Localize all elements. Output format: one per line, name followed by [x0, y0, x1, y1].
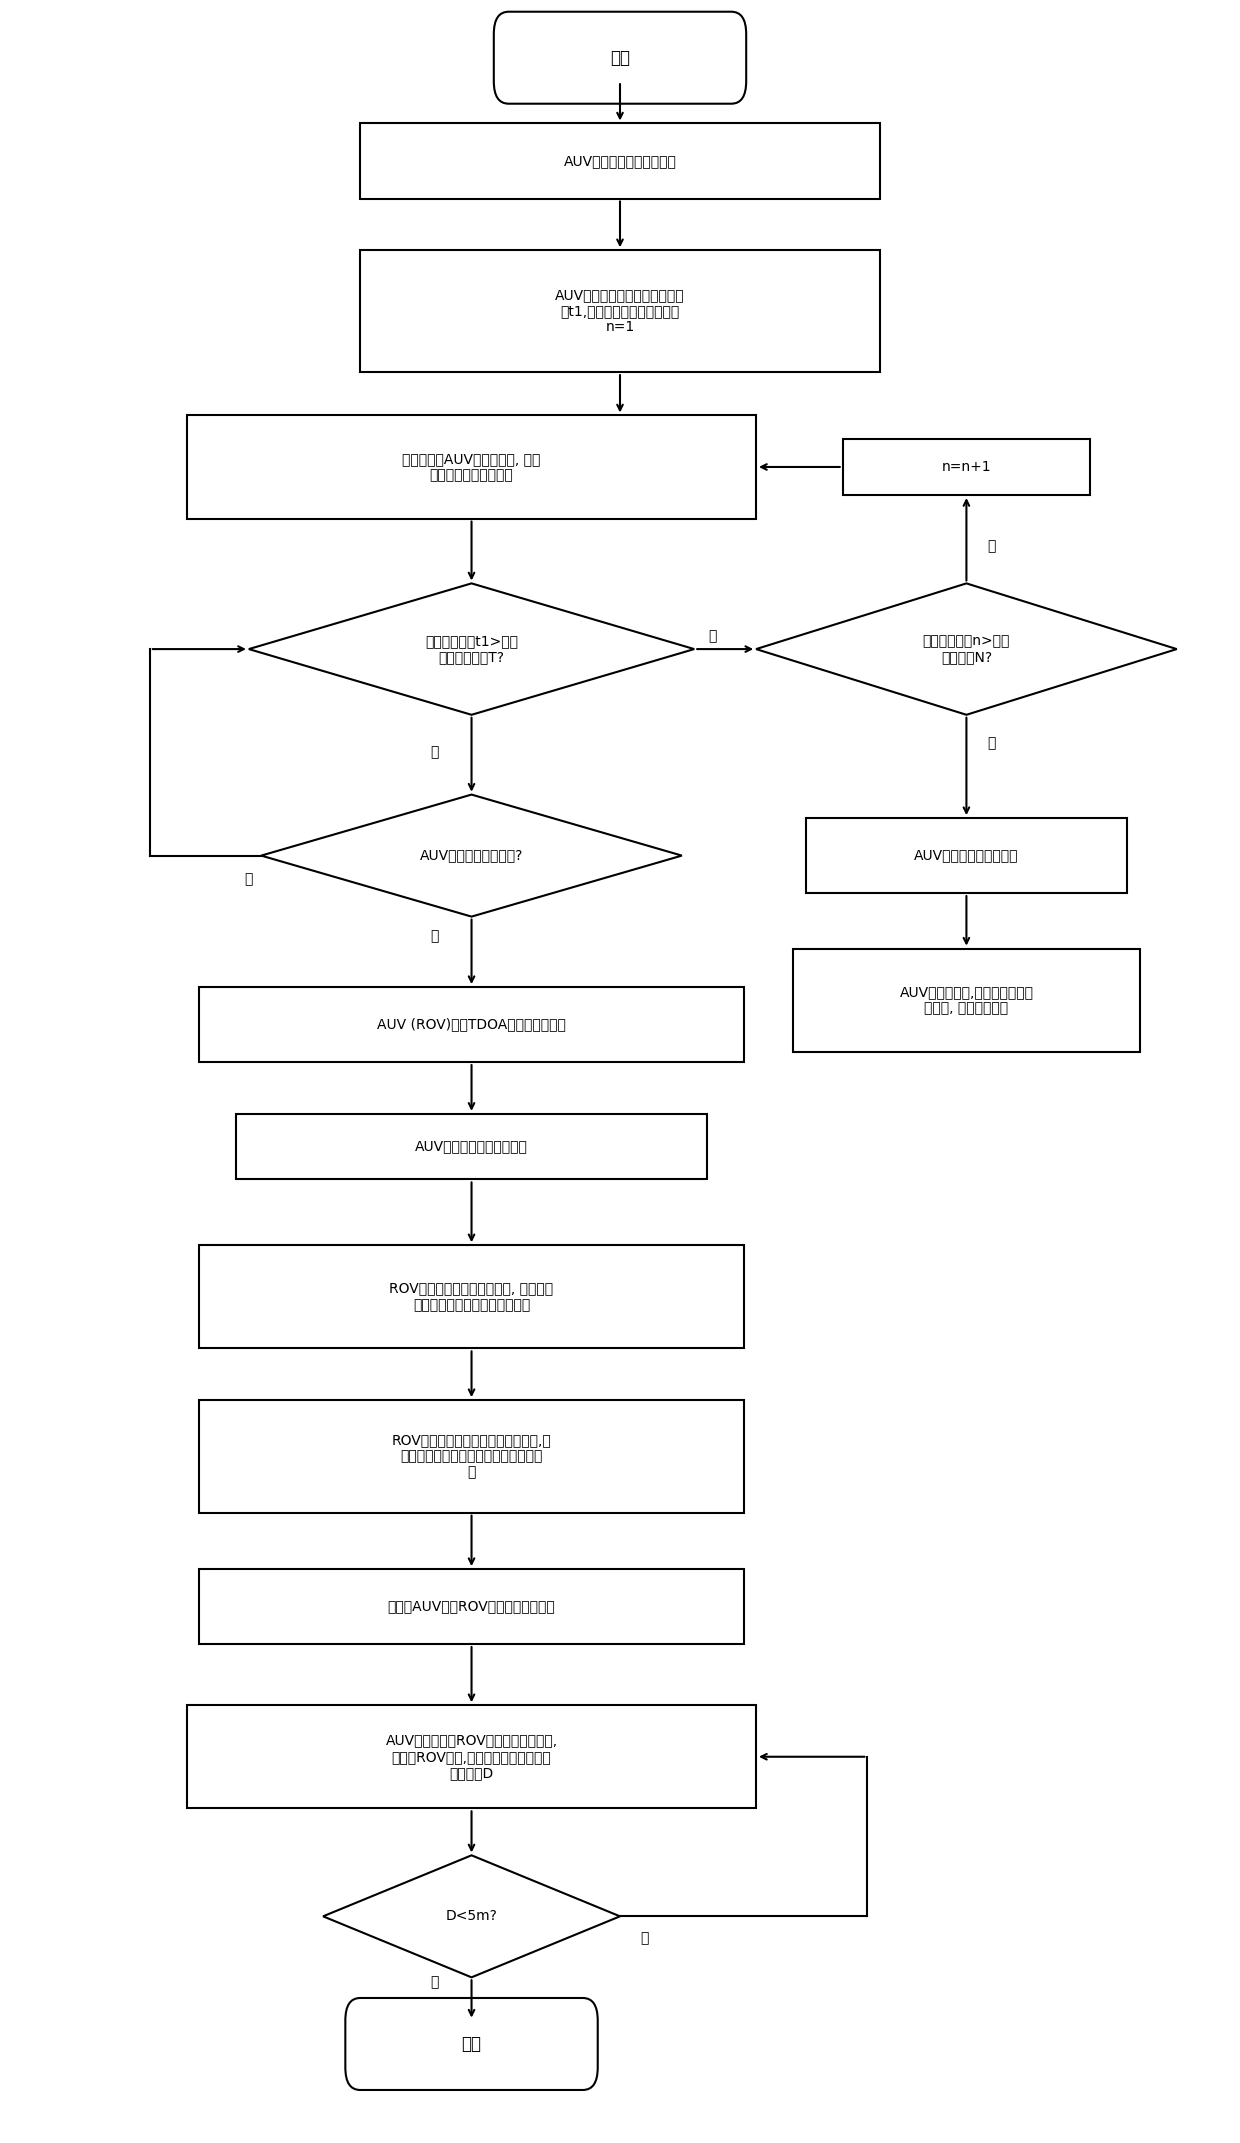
Text: D<5m?: D<5m?	[445, 1909, 497, 1922]
Text: AUV根据所获的ROV信息调整行进方向,
逐渐向ROV靠近,并实时计算两者之间的
欧氏距离D: AUV根据所获的ROV信息调整行进方向, 逐渐向ROV靠近,并实时计算两者之间的…	[386, 1734, 558, 1781]
Text: ROV通过海流检测调整其朝向, 使回收仓
开口方向始终保持为迎水流方向: ROV通过海流检测调整其朝向, 使回收仓 开口方向始终保持为迎水流方向	[389, 1282, 553, 1312]
Text: 否: 否	[987, 538, 996, 553]
Polygon shape	[249, 583, 694, 716]
Text: 是: 是	[430, 930, 439, 943]
Polygon shape	[756, 583, 1177, 716]
FancyBboxPatch shape	[345, 1997, 598, 2089]
Text: AUV (ROV)通过TDOA估计母船的位置: AUV (ROV)通过TDOA估计母船的位置	[377, 1018, 565, 1031]
Text: n=n+1: n=n+1	[941, 461, 991, 474]
FancyBboxPatch shape	[200, 988, 744, 1063]
FancyBboxPatch shape	[806, 819, 1127, 894]
FancyBboxPatch shape	[360, 251, 880, 373]
FancyBboxPatch shape	[794, 949, 1140, 1052]
Text: 母船接收到AUV状态信息后, 通过
水声换能器发送声信号: 母船接收到AUV状态信息后, 通过 水声换能器发送声信号	[402, 452, 541, 482]
Text: 开始: 开始	[610, 49, 630, 66]
Text: 是: 是	[987, 735, 996, 750]
Text: AUV是否接收到声信号?: AUV是否接收到声信号?	[420, 849, 523, 864]
Text: AUV向母船发送待回收状态: AUV向母船发送待回收状态	[563, 154, 677, 167]
Text: ROV通过地磁传感器获得其朝向信息,并
通过有线通讯将其位置与朝向发送至母
船: ROV通过地磁传感器获得其朝向信息,并 通过有线通讯将其位置与朝向发送至母 船	[392, 1434, 552, 1479]
Text: 是: 是	[708, 628, 717, 643]
Text: 否: 否	[430, 746, 439, 759]
FancyBboxPatch shape	[237, 1114, 707, 1179]
FancyBboxPatch shape	[200, 1245, 744, 1348]
Text: AUV向母船发送故障状态: AUV向母船发送故障状态	[914, 849, 1019, 864]
Polygon shape	[262, 795, 682, 917]
Text: AUV上浮至水面,并向母船发送实
时位置, 等待手动回收: AUV上浮至水面,并向母船发送实 时位置, 等待手动回收	[899, 986, 1033, 1016]
FancyBboxPatch shape	[200, 1399, 744, 1513]
FancyBboxPatch shape	[187, 416, 756, 519]
Text: AUV通过计时器记录信号接收时
间t1,并设置初始信号接收次数
n=1: AUV通过计时器记录信号接收时 间t1,并设置初始信号接收次数 n=1	[556, 287, 684, 334]
FancyBboxPatch shape	[494, 11, 746, 103]
Text: AUV向母船发送声引导状态: AUV向母船发送声引导状态	[415, 1140, 528, 1153]
FancyBboxPatch shape	[360, 124, 880, 199]
FancyBboxPatch shape	[843, 439, 1090, 495]
FancyBboxPatch shape	[187, 1706, 756, 1809]
Text: 否: 否	[244, 872, 253, 887]
Text: 信号接收次数n>最大
接收次数N?: 信号接收次数n>最大 接收次数N?	[923, 634, 1011, 664]
Text: 结束: 结束	[461, 2036, 481, 2053]
Text: 母船向AUV发送ROV的位置及朝向信息: 母船向AUV发送ROV的位置及朝向信息	[388, 1599, 556, 1614]
Polygon shape	[324, 1856, 620, 1978]
Text: 否: 否	[641, 1931, 649, 1946]
FancyBboxPatch shape	[200, 1569, 744, 1644]
Text: 信号接收时间t1>最大
信号接收时间T?: 信号接收时间t1>最大 信号接收时间T?	[425, 634, 518, 664]
Text: 是: 是	[430, 1976, 439, 1989]
